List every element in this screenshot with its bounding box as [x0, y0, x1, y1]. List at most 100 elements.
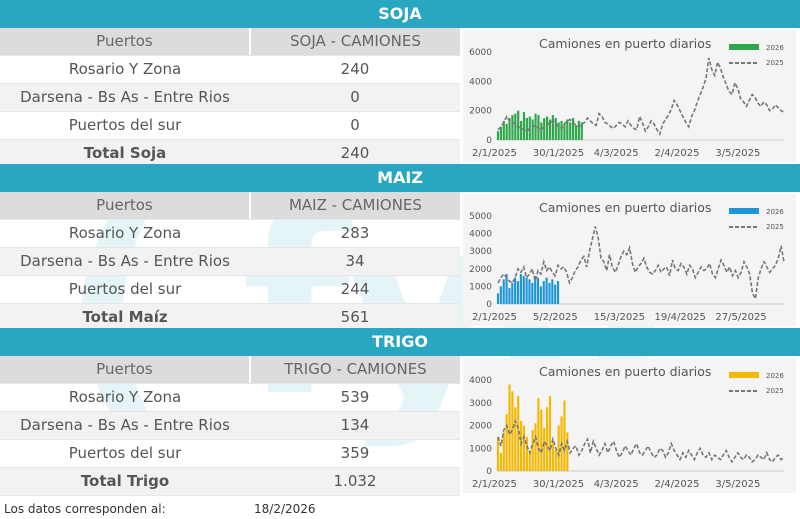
- bar-2026: [525, 436, 528, 471]
- table-row: Puertos del sur 0: [0, 112, 460, 140]
- bar-2026: [566, 119, 569, 140]
- x-tick-label: 2/1/2025: [472, 312, 517, 323]
- bar-2026: [502, 120, 505, 140]
- chart-maiz: Camiones en puerto diarios 0 1000 2000 3000 4…: [463, 194, 796, 326]
- bar-2026: [534, 423, 537, 471]
- legend-swatch-2026: [729, 372, 759, 378]
- legend-label-2026: 2026: [766, 372, 784, 380]
- y-tick-label: 0: [486, 467, 492, 477]
- bar-2026: [502, 279, 505, 304]
- bar-2026: [508, 384, 511, 471]
- legend-label-2025: 2025: [766, 387, 784, 395]
- chart-title: Camiones en puerto diarios: [539, 364, 711, 379]
- x-tick-label: 4/3/2025: [594, 148, 639, 159]
- bar-2026: [548, 119, 552, 140]
- x-tick-label: 19/4/2025: [655, 312, 706, 323]
- table-row: Darsena - Bs As - Entre Rios 0: [0, 84, 460, 112]
- bar-2026: [548, 395, 552, 471]
- chart-title: Camiones en puerto diarios: [539, 200, 711, 215]
- x-tick-label: 5/2/2025: [533, 312, 578, 323]
- truck-count: 34: [345, 252, 365, 270]
- y-tick-label: 2000: [469, 422, 492, 432]
- truck-count: 0: [350, 88, 360, 106]
- port-name: Rosario Y Zona: [68, 224, 182, 242]
- y-tick-label: 3000: [469, 247, 492, 257]
- port-name: Rosario Y Zona: [68, 60, 182, 78]
- chart-svg: Camiones en puerto diarios 0 1000 2000 3000 4…: [469, 200, 785, 323]
- bar-2026: [543, 118, 546, 140]
- table-row: Rosario Y Zona 539: [0, 384, 460, 412]
- table-row: Rosario Y Zona 240: [0, 56, 460, 84]
- col-puertos-header: Puertos: [0, 192, 251, 219]
- y-tick-label: 5000: [469, 212, 492, 222]
- bar-2026: [540, 409, 543, 471]
- y-tick-label: 0: [486, 300, 492, 310]
- bar-2026: [508, 288, 511, 304]
- bar-2026: [511, 282, 514, 304]
- y-tick-label: 4000: [469, 77, 492, 87]
- y-tick-label: 4000: [469, 376, 492, 386]
- x-tick-label: 3/5/2025: [715, 479, 760, 490]
- table-row: Puertos del sur 244: [0, 276, 460, 304]
- port-name: Rosario Y Zona: [68, 388, 182, 406]
- y-tick-label: 6000: [469, 48, 492, 58]
- table-row: Puertos del sur 359: [0, 440, 460, 468]
- table-row: Darsena - Bs As - Entre Rios 134: [0, 412, 460, 440]
- bar-2026: [514, 113, 517, 140]
- col-camiones-header: TRIGO - CAMIONES: [284, 360, 427, 378]
- bar-2026: [551, 279, 554, 304]
- bar-2026: [572, 118, 575, 140]
- bar-2026: [531, 119, 534, 140]
- table-header: Puertos SOJA - CAMIONES: [0, 28, 460, 56]
- bar-2026: [577, 120, 580, 140]
- bar-2026: [540, 122, 543, 140]
- bar-2026: [505, 274, 508, 304]
- legend-label-2025: 2025: [766, 59, 784, 67]
- bar-2026: [557, 122, 560, 140]
- line-2025: [497, 418, 785, 464]
- x-tick-label: 30/1/2025: [533, 148, 584, 159]
- footer-label: Los datos corresponden al:: [4, 502, 166, 516]
- bar-2026: [551, 443, 554, 471]
- bar-2026: [511, 115, 514, 140]
- col-camiones-header: MAIZ - CAMIONES: [288, 196, 422, 214]
- table-trigo: Puertos TRIGO - CAMIONES Rosario Y Zona …: [0, 356, 460, 496]
- bar-2026: [554, 118, 557, 140]
- y-tick-label: 4000: [469, 230, 492, 240]
- bar-2026: [525, 118, 528, 140]
- bar-2026: [542, 281, 545, 304]
- chart-svg: Camiones en puerto diarios 0 1000 2000 3000 4…: [469, 364, 785, 490]
- bar-2026: [539, 286, 542, 304]
- section-title-trigo: TRIGO: [0, 328, 800, 356]
- bar-2026: [546, 116, 549, 140]
- bar-2026: [505, 414, 508, 471]
- bar-2026: [545, 277, 548, 304]
- legend-label-2026: 2026: [766, 44, 784, 52]
- bar-2026: [531, 430, 534, 471]
- y-tick-label: 3000: [469, 399, 492, 409]
- port-name: Puertos del sur: [68, 444, 182, 462]
- bar-2026: [546, 407, 549, 471]
- table-row: Rosario Y Zona 283: [0, 220, 460, 248]
- truck-count: 0: [350, 116, 360, 134]
- line-2025: [497, 226, 785, 302]
- bar-2026: [569, 122, 572, 140]
- legend-label-2026: 2026: [766, 208, 784, 216]
- total-row: Total Trigo 1.032: [0, 468, 460, 496]
- bar-2026: [557, 425, 560, 471]
- legend-swatch-2026: [729, 208, 759, 214]
- bar-2026: [574, 125, 578, 140]
- bar-2026: [496, 293, 500, 304]
- y-tick-label: 2000: [469, 265, 492, 275]
- bar-2026: [505, 123, 508, 140]
- port-name: Puertos del sur: [68, 280, 182, 298]
- x-tick-label: 3/5/2025: [715, 148, 760, 159]
- bar-2026: [563, 123, 566, 140]
- total-value: 240: [340, 144, 370, 162]
- bar-2026: [554, 450, 557, 471]
- total-value: 561: [340, 308, 370, 326]
- x-tick-label: 30/1/2025: [533, 479, 584, 490]
- chart-title: Camiones en puerto diarios: [539, 36, 711, 51]
- table-header: Puertos TRIGO - CAMIONES: [0, 356, 460, 384]
- bar-2026: [556, 281, 560, 304]
